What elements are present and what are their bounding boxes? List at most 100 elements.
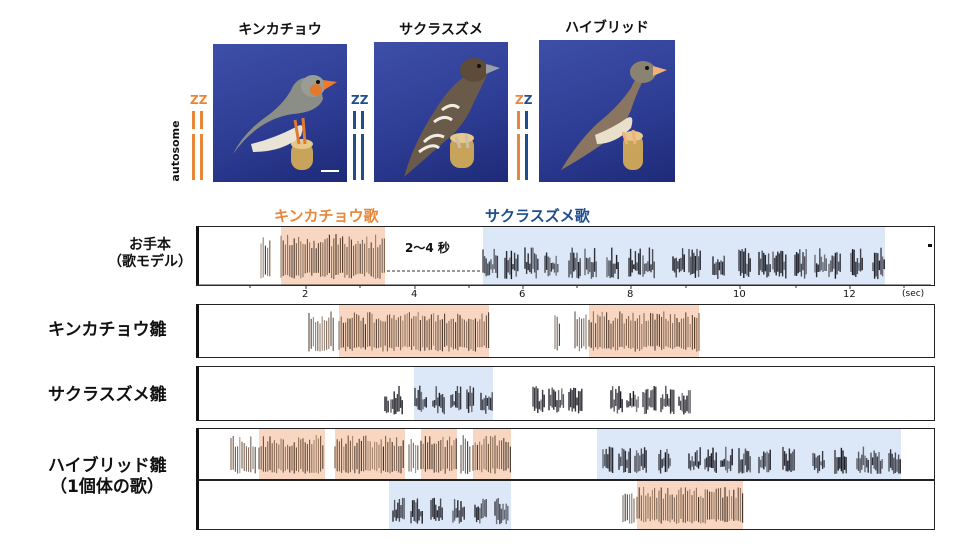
bengalese-finch-photo (374, 42, 508, 182)
bengalese-chromosome-label: ZZ (351, 93, 369, 107)
zebra-syllable (460, 435, 471, 474)
bengalese-syllable (794, 249, 807, 279)
bengalese-syllable (772, 250, 787, 279)
bengalese-syllable (584, 248, 597, 279)
model-song-spectrogram: 2～4 秒 (196, 226, 935, 286)
bengalese-syllable (482, 248, 499, 279)
bengalese-syllable (814, 248, 827, 278)
zebra-syllable (622, 493, 635, 524)
bengalese-syllable (544, 252, 559, 277)
zebra-syllable (588, 311, 700, 352)
bengalese-syllable (678, 390, 691, 415)
zebra-chick-row-label: キンカチョウ雛 (48, 320, 167, 340)
bengalese-syllable (688, 447, 701, 471)
zebra-syllable (334, 435, 404, 474)
bengalese-syllable (738, 448, 751, 474)
silent-gap-label: 2～4 秒 (405, 241, 450, 255)
tick-label-12: 12 (843, 289, 856, 300)
bengalese-syllable (642, 247, 655, 279)
bengalese-syllable (828, 252, 841, 279)
bengalese-syllable (606, 247, 619, 280)
bengalese-syllable (782, 446, 795, 472)
bengalese-syllable (704, 447, 717, 473)
zebra-syllable (636, 486, 744, 524)
bengalese-syllable (634, 447, 647, 474)
bengalese-syllable (384, 396, 389, 414)
zebra-syllable (230, 436, 256, 474)
zebra-finch-photo (213, 44, 347, 182)
bengalese-syllable (414, 385, 427, 412)
zebra-syllable (308, 311, 334, 352)
bengalese-syllable (628, 248, 641, 277)
bengalese-syllable (834, 447, 847, 474)
tick-label-10: 10 (733, 289, 746, 300)
zebra-chick-spectrogram-canvas (308, 305, 700, 357)
hybrid-finch-photo (539, 40, 675, 182)
time-axis-unit: (sec) (902, 289, 925, 299)
bengalese-chick-row-label: サクラスズメ雛 (48, 385, 167, 405)
bengalese-song-legend: サクラスズメ歌 (485, 207, 590, 225)
autosome-label: autosome (169, 120, 182, 182)
hybrid-chromosome-label: ZZ (515, 93, 533, 107)
zebra-syllable (280, 234, 385, 280)
bengalese-syllable (392, 497, 405, 522)
bengalese-syllable (618, 448, 631, 473)
zebra-z-bar-2 (200, 111, 203, 129)
bengalese-syllable (642, 386, 657, 415)
model-spectrogram-canvas (260, 227, 885, 285)
bengalese-syllable (568, 247, 581, 279)
hybrid-autosome-bar-1 (517, 134, 520, 180)
hybrid-autosome-bar-2 (525, 134, 528, 180)
zebra-autosome-bar-1 (192, 134, 195, 180)
bengalese-chick-spectrogram (196, 366, 935, 421)
bengalese-syllable (856, 446, 869, 473)
panel-tick-mark (928, 244, 932, 247)
bengalese-syllable (758, 250, 771, 278)
bengalese-syllable (432, 386, 445, 415)
bengalese-syllable (524, 247, 539, 279)
hybrid-chick-spectrogram-2-canvas (389, 481, 744, 529)
bengalese-syllable (688, 248, 701, 278)
zebra-chick-spectrogram (196, 304, 935, 358)
zebra-song-highlight (473, 429, 511, 479)
bengalese-syllable (660, 385, 675, 414)
bengalese-z-bar-2 (361, 111, 364, 129)
bengalese-song-highlight (414, 367, 493, 420)
bengalese-syllable (870, 450, 883, 474)
bengalese-autosome-bar-2 (361, 134, 364, 180)
bengalese-syllable (390, 385, 403, 415)
bengalese-syllable (410, 498, 423, 524)
bengalese-syllable (430, 497, 443, 521)
bengalese-z-bar-1 (353, 111, 356, 129)
bengalese-syllable (602, 446, 614, 473)
bengalese-syllable (568, 387, 583, 414)
zebra-syllable (574, 311, 587, 352)
zebra-syllable (338, 311, 490, 352)
bird-title-zebra-finch: キンカチョウ (238, 22, 322, 38)
bengalese-syllable (610, 386, 623, 414)
bengalese-syllable (626, 391, 639, 413)
model-row-label: お手本 （歌モデル） (108, 237, 192, 270)
bengalese-syllable (672, 248, 685, 278)
tick-label-2: 2 (302, 289, 309, 300)
bengalese-syllable (494, 498, 509, 525)
bengalese-autosome-bar-1 (353, 134, 356, 180)
bengalese-syllable (548, 387, 565, 413)
zebra-z-bar-1 (192, 111, 195, 129)
time-axis: 2 4 6 8 10 12 (sec) (196, 284, 936, 304)
bengalese-syllable (888, 449, 901, 474)
zebra-song-legend: キンカチョウ歌 (274, 207, 379, 225)
tick-label-8: 8 (627, 289, 634, 300)
zebra-chromosome-label: ZZ (190, 93, 208, 107)
bengalese-syllable (504, 250, 519, 280)
zebra-syllable (472, 435, 511, 474)
bengalese-syllable (812, 451, 825, 474)
bengalese-syllable (738, 248, 751, 278)
hybrid-chick-spectrogram-1 (196, 428, 935, 480)
tick-label-6: 6 (519, 289, 526, 300)
bird-title-bengalese-finch: サクラスズメ (399, 22, 483, 38)
bengalese-syllable (532, 386, 545, 413)
hybrid-chick-spectrogram-1-canvas (230, 429, 901, 479)
bengalese-syllable (720, 446, 733, 473)
zebra-syllable (260, 237, 271, 279)
